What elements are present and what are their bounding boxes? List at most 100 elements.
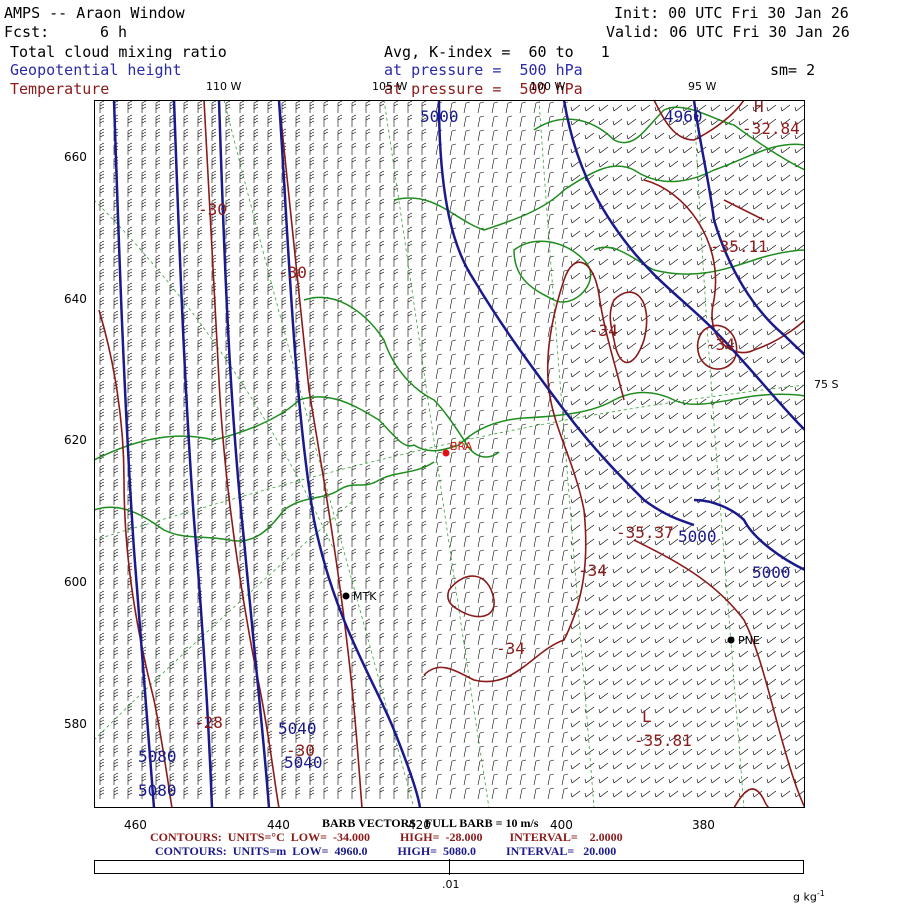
wind-barb [710, 258, 721, 266]
wind-barb [155, 310, 161, 323]
wind-barb [533, 339, 541, 352]
wind-barb [393, 380, 399, 393]
wind-barb [337, 548, 343, 561]
wind-barb [225, 450, 231, 463]
wind-barb [267, 254, 273, 267]
wind-barb [211, 436, 217, 449]
wind-barb [197, 786, 203, 799]
wind-barb [491, 325, 499, 338]
wind-barb [309, 576, 315, 589]
wind-barb [640, 524, 651, 532]
wind-barb [169, 282, 175, 295]
wind-barb [211, 576, 217, 589]
wind-barb [379, 226, 385, 239]
wind-barb [337, 142, 343, 155]
wind-barb [141, 562, 147, 575]
wind-barb [547, 591, 555, 604]
wind-barb [183, 478, 189, 491]
wind-barb [766, 370, 777, 378]
wind-barb [365, 324, 371, 337]
wind-barb [281, 492, 287, 505]
wind-barb [141, 338, 147, 351]
wind-barb [141, 730, 147, 743]
wind-barb [682, 146, 693, 154]
wind-barb [295, 506, 301, 519]
wind-barb [463, 283, 471, 296]
wind-barb [169, 296, 175, 309]
wind-barb [323, 184, 329, 197]
wind-barb [99, 688, 105, 701]
wind-barb [463, 227, 471, 240]
wind-barb [598, 482, 609, 490]
wind-barb [640, 622, 651, 630]
wind-barb [295, 422, 301, 435]
wind-barb [239, 296, 245, 309]
wind-barb [267, 548, 273, 561]
wind-barb [127, 310, 133, 323]
wind-barb [393, 548, 399, 561]
wind-barb [379, 562, 385, 575]
wind-barb [547, 269, 555, 282]
wind-barb [449, 325, 457, 338]
wind-barb [584, 636, 595, 644]
wind-barb [738, 566, 749, 574]
wind-barb [449, 521, 457, 534]
wind-barb [407, 254, 413, 267]
wind-barb [281, 702, 287, 715]
wind-barb [668, 384, 679, 392]
wind-barb [505, 367, 513, 380]
wind-barb [561, 661, 569, 674]
wind-barb [668, 370, 679, 378]
wind-barb [267, 492, 273, 505]
wind-barb [323, 716, 329, 729]
wind-barb [533, 675, 541, 688]
wind-barb [598, 692, 609, 700]
wind-barb [794, 202, 805, 210]
pressure-height: at pressure = 500 hPa [384, 61, 583, 79]
wind-barb [337, 674, 343, 687]
wind-barb [281, 534, 287, 547]
wind-barb [780, 496, 791, 504]
wind-barb [547, 129, 555, 142]
wind-barb [794, 300, 805, 308]
wind-barb [766, 762, 777, 770]
wind-barb [696, 188, 707, 196]
wind-barb [752, 314, 763, 322]
wind-barb [323, 380, 329, 393]
wind-barb [626, 552, 637, 560]
wind-barb [696, 454, 707, 462]
wind-barb [295, 338, 301, 351]
wind-barb [351, 226, 357, 239]
wind-barb [710, 622, 721, 630]
wind-barb [183, 744, 189, 757]
wind-barb [113, 786, 119, 799]
wind-barb [463, 241, 471, 254]
wind-barb [267, 506, 273, 519]
wind-barb [561, 381, 569, 394]
wind-barb [598, 468, 609, 476]
wind-barb [239, 422, 245, 435]
wind-barb [365, 436, 371, 449]
wind-barb [225, 128, 231, 141]
wind-barb [309, 464, 315, 477]
wind-barb [113, 310, 119, 323]
wind-barb [127, 520, 133, 533]
wind-barb [561, 227, 569, 240]
wind-barb [710, 678, 721, 686]
wind-barb [421, 730, 427, 743]
wind-barb [407, 576, 413, 589]
wind-barb [584, 468, 595, 476]
wind-barb [766, 426, 777, 434]
wind-barb [211, 324, 217, 337]
wind-barb [696, 440, 707, 448]
wind-barb [337, 226, 343, 239]
wind-barb [281, 548, 287, 561]
wind-barb [155, 212, 161, 225]
wind-barb [668, 734, 679, 742]
wind-barb [365, 492, 371, 505]
wind-barb [211, 562, 217, 575]
wind-barb [626, 608, 637, 616]
wind-barb [379, 310, 385, 323]
wind-barb [696, 692, 707, 700]
wind-barb [407, 184, 413, 197]
